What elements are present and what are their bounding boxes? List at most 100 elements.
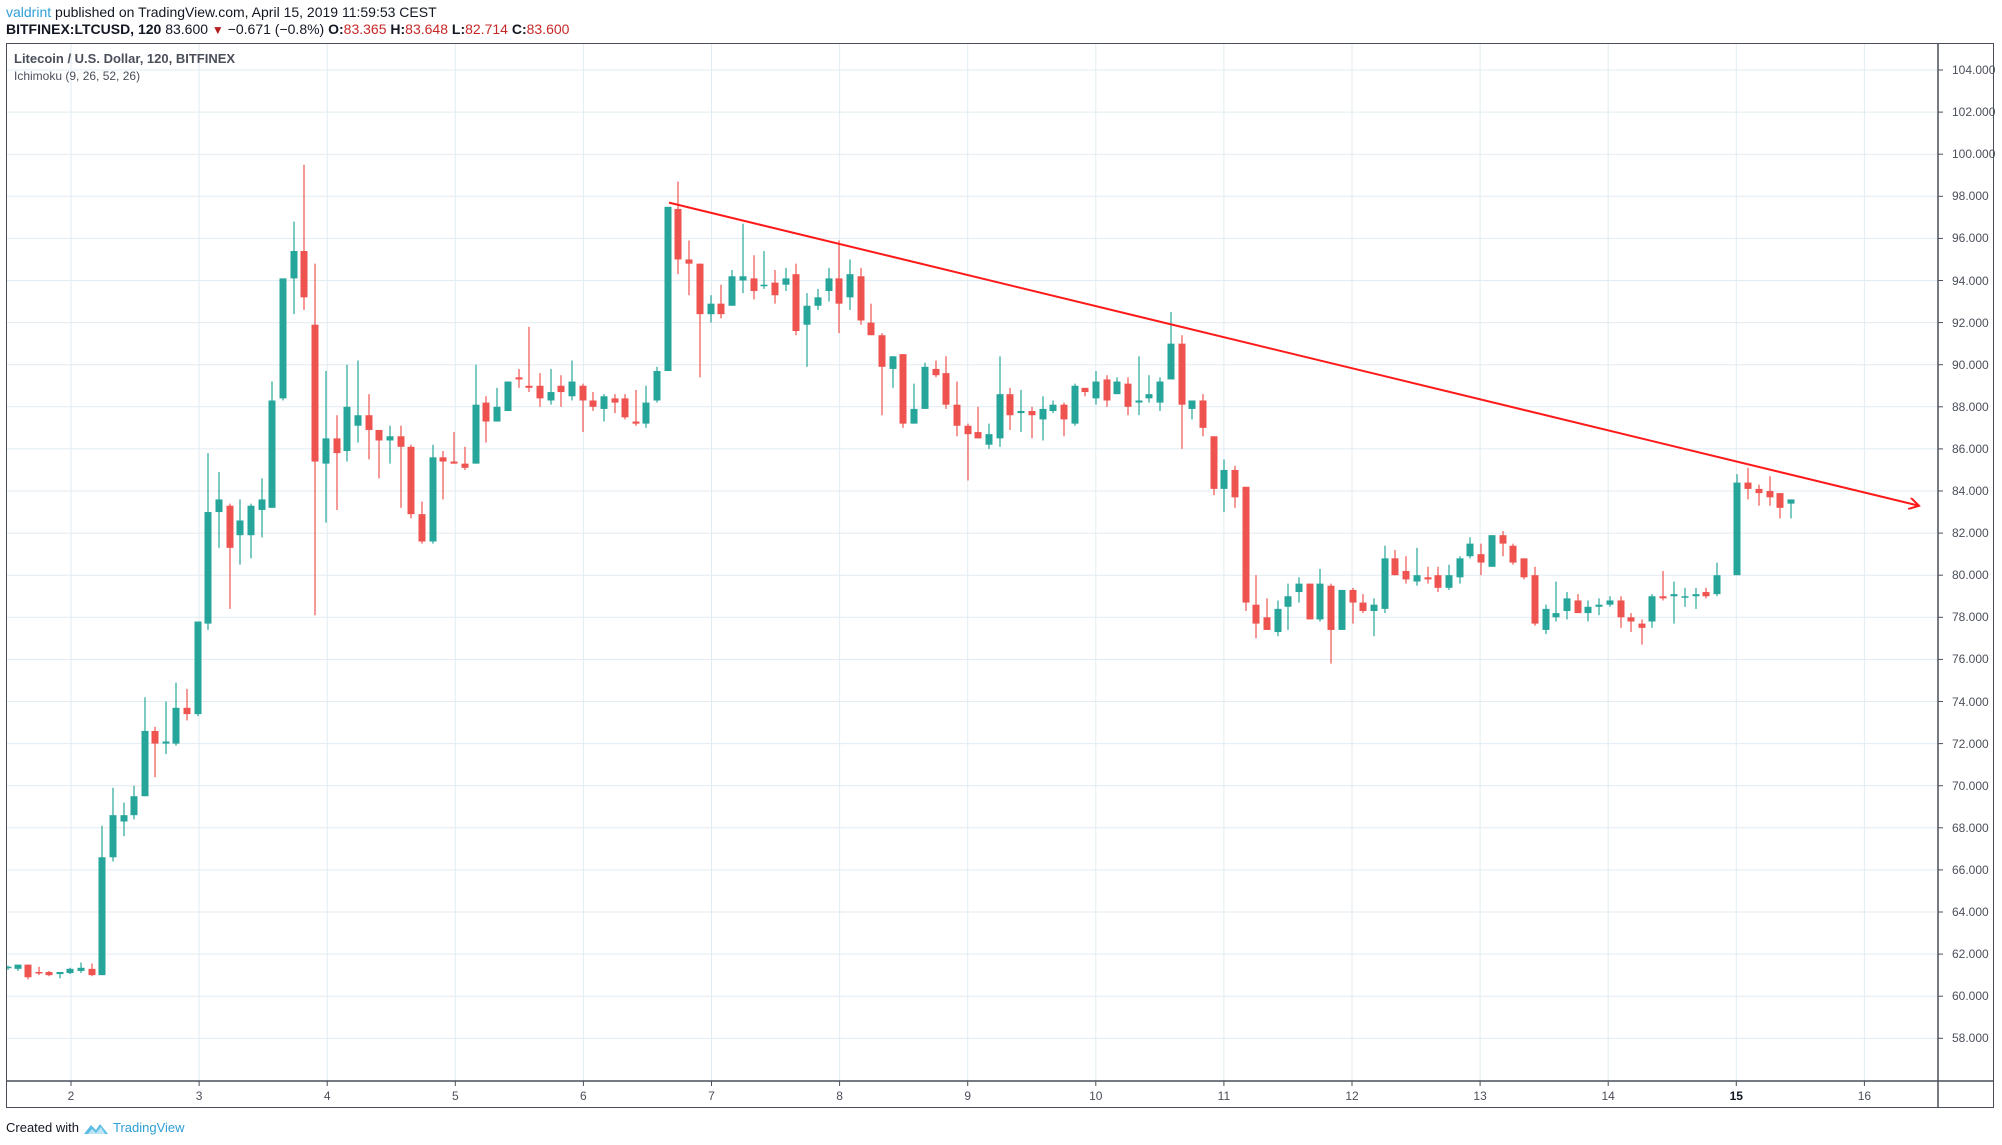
candle	[343, 364, 351, 462]
candle	[664, 206, 672, 372]
candle	[1252, 575, 1260, 639]
candle	[45, 970, 53, 977]
candle	[130, 785, 138, 820]
candle	[247, 503, 255, 559]
candle	[515, 368, 523, 388]
candle	[1702, 587, 1710, 599]
price-tick-label: 90.000	[1952, 357, 1989, 372]
candle	[1135, 356, 1143, 416]
low-label: L:	[451, 21, 466, 37]
candle	[921, 362, 929, 409]
candle	[1274, 600, 1282, 637]
candle	[942, 356, 950, 409]
time-tick-label: 8	[836, 1089, 843, 1103]
candle	[1092, 371, 1100, 405]
candle	[1145, 375, 1153, 403]
candle	[996, 356, 1004, 447]
candle	[600, 394, 608, 422]
candle	[172, 682, 180, 746]
candle	[204, 453, 212, 630]
candle	[1049, 400, 1057, 414]
candle	[932, 360, 940, 378]
price-tick-label: 92.000	[1952, 315, 1989, 330]
candle	[1306, 583, 1314, 620]
candle	[7, 965, 12, 970]
candle	[1028, 406, 1036, 439]
candle	[846, 259, 854, 310]
candle	[1542, 604, 1550, 635]
candle	[141, 697, 149, 797]
candle	[1755, 484, 1763, 506]
candle	[1617, 596, 1625, 628]
time-tick-label: 3	[195, 1089, 203, 1103]
time-tick-label: 6	[580, 1089, 587, 1103]
candle	[1733, 474, 1741, 576]
candle	[525, 326, 533, 393]
candle	[1499, 530, 1507, 557]
candle	[365, 394, 373, 460]
tradingview-link[interactable]: TradingView	[112, 1120, 185, 1135]
candle	[35, 966, 43, 976]
candle	[429, 444, 437, 544]
price-tick-label: 94.000	[1952, 273, 1989, 288]
candle	[1295, 577, 1303, 603]
candle	[407, 444, 415, 519]
candle	[1413, 547, 1421, 586]
candle	[1060, 402, 1068, 437]
candle	[1370, 598, 1378, 637]
candle	[536, 373, 544, 407]
symbol-label: BITFINEX:LTCUSD, 120	[6, 21, 162, 37]
candle	[194, 621, 202, 717]
candle	[1231, 465, 1239, 508]
candle	[985, 423, 993, 449]
candle	[621, 394, 629, 420]
candle	[1263, 598, 1271, 630]
candle	[1434, 566, 1442, 593]
trendline-arrow[interactable]	[668, 201, 1919, 506]
price-tick-label: 100.000	[1952, 147, 1996, 162]
candle	[1627, 613, 1635, 633]
candle	[1039, 396, 1047, 441]
price-tick-label: 72.000	[1952, 736, 1989, 751]
time-tick-label: 13	[1473, 1089, 1487, 1103]
time-tick-label: 10	[1089, 1089, 1103, 1103]
time-tick-label: 14	[1601, 1089, 1615, 1103]
candle	[386, 425, 394, 464]
candle	[300, 164, 308, 310]
symbol-info-bar: BITFINEX:LTCUSD, 120 83.600 ▼ −0.671 (−0…	[6, 21, 569, 37]
candle	[1595, 598, 1603, 616]
candle	[685, 240, 693, 296]
time-tick-label: 11	[1217, 1089, 1231, 1103]
price-tick-label: 80.000	[1952, 568, 1989, 583]
candle	[803, 293, 811, 367]
price-tick-label: 96.000	[1952, 231, 1989, 246]
candle	[964, 423, 972, 481]
candle	[1692, 587, 1700, 609]
candle	[707, 295, 715, 323]
candle	[56, 971, 64, 979]
price-tick-label: 74.000	[1952, 694, 1989, 709]
candle	[1466, 537, 1474, 559]
candle	[1606, 596, 1614, 607]
high-value: 83.648	[405, 21, 448, 37]
candle	[1071, 383, 1079, 426]
candle	[1178, 335, 1186, 449]
candle	[1776, 493, 1784, 519]
time-tick-label: 9	[964, 1089, 972, 1103]
price-tick-label: 104.000	[1952, 63, 1996, 77]
price-tick-label: 60.000	[1952, 989, 1989, 1004]
price-tick-label: 98.000	[1952, 189, 1989, 204]
candle	[642, 385, 650, 428]
indicator-legend[interactable]: Ichimoku (9, 26, 52, 26)	[14, 69, 141, 83]
price-tick-label: 82.000	[1952, 526, 1989, 541]
publish-info: valdrint published on TradingView.com, A…	[6, 4, 437, 20]
candle	[439, 451, 447, 500]
candle	[482, 396, 490, 443]
author-link[interactable]: valdrint	[6, 4, 52, 20]
candle	[1327, 583, 1335, 664]
candle	[739, 223, 747, 294]
price-tick-label: 66.000	[1952, 862, 1989, 877]
candle	[1359, 594, 1367, 614]
candle	[792, 263, 800, 336]
